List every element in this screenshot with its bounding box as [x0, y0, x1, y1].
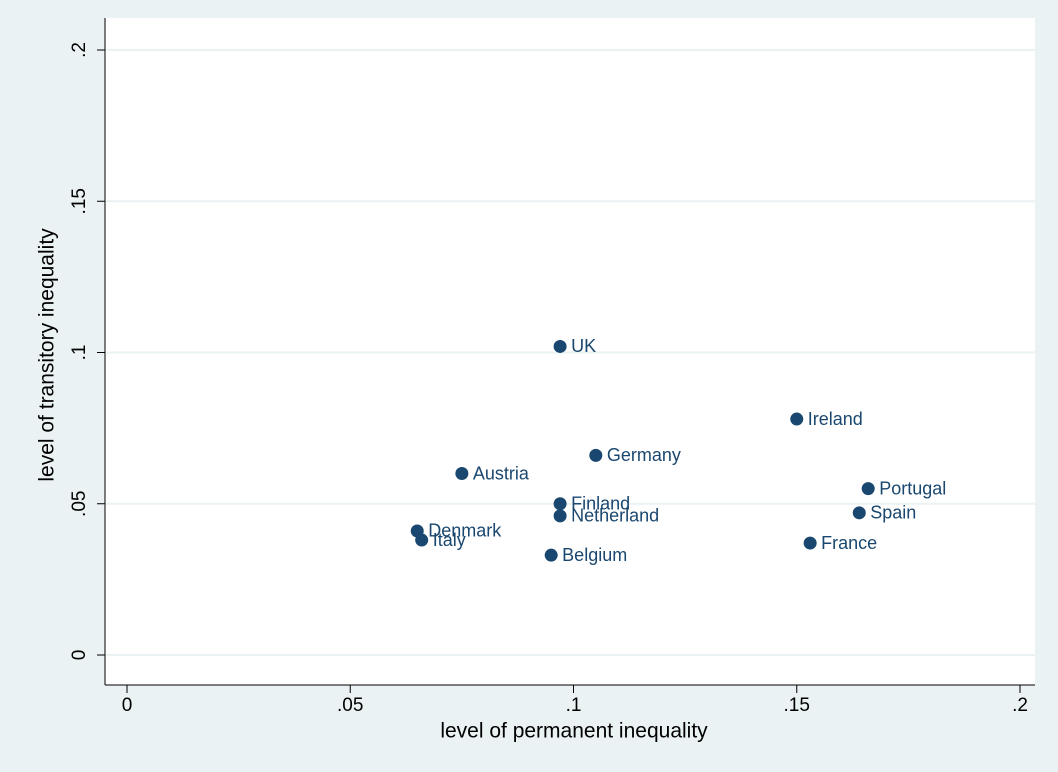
y-tick-label: .1 — [69, 345, 90, 361]
point-label: Netherland — [571, 506, 659, 526]
point-label: Portugal — [879, 478, 946, 498]
point-label: Ireland — [808, 409, 863, 429]
y-tick-label: .2 — [69, 42, 90, 58]
point — [553, 509, 567, 523]
point-label: Spain — [870, 503, 916, 523]
point — [553, 339, 567, 353]
x-tick-label: .1 — [566, 695, 582, 716]
x-tick-label: .2 — [1012, 695, 1028, 716]
point — [415, 533, 429, 547]
point — [553, 497, 567, 511]
x-tick-label: .15 — [784, 695, 810, 716]
x-tick-label: .05 — [337, 695, 363, 716]
point-label: Italy — [433, 530, 466, 550]
y-tick-label: .15 — [69, 188, 90, 214]
y-axis-title: level of transitory inequality — [36, 228, 59, 482]
point-label: Belgium — [562, 545, 627, 565]
x-tick-label: 0 — [122, 695, 133, 716]
point — [852, 506, 866, 520]
point — [589, 448, 603, 462]
point-label: Austria — [473, 463, 530, 483]
point — [544, 548, 558, 562]
point — [803, 536, 817, 550]
x-axis-title: level of permanent inequality — [440, 720, 708, 743]
y-tick-label: .05 — [69, 491, 90, 517]
point — [861, 482, 875, 496]
point — [455, 467, 469, 480]
point-label: Finland — [571, 494, 630, 514]
point-label: UK — [571, 336, 596, 356]
y-tick-label: 0 — [69, 650, 90, 661]
point — [790, 412, 804, 426]
point-label: France — [821, 533, 877, 553]
point-label: Germany — [607, 445, 681, 465]
point-label: Denmark — [428, 521, 502, 541]
